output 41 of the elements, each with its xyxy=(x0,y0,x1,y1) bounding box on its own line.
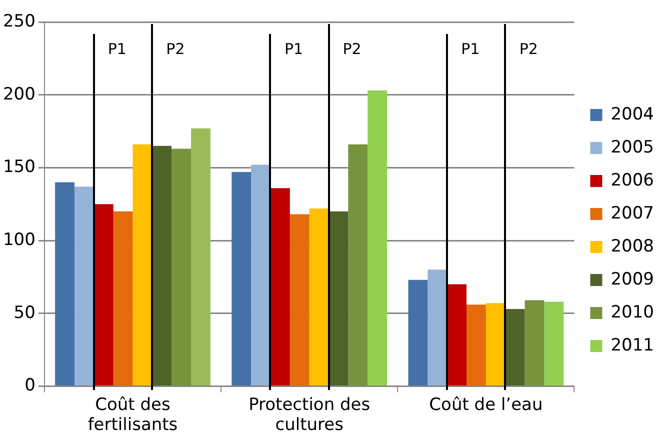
annotation: P1 xyxy=(284,40,304,58)
legend-label: 2011 xyxy=(610,335,654,356)
y-tick-label: 250 xyxy=(2,11,36,32)
legend-label: 2008 xyxy=(610,236,654,256)
bar xyxy=(270,188,290,386)
bar xyxy=(524,300,544,386)
legend-label: 2005 xyxy=(610,137,654,158)
legend-label: 2006 xyxy=(610,170,654,190)
bar xyxy=(55,182,74,386)
bar xyxy=(408,280,428,386)
legend-label: 2004 xyxy=(610,104,654,124)
x-tick-label: Protection des cultures xyxy=(248,394,370,436)
y-tick-label: 50 xyxy=(14,302,36,323)
bar xyxy=(505,308,525,386)
x-tick-label: Coût des fertilisants xyxy=(88,394,178,436)
annotation: P2 xyxy=(519,40,538,58)
bar xyxy=(486,303,506,386)
legend-label: 2009 xyxy=(610,269,654,290)
bar xyxy=(251,164,270,386)
bar xyxy=(368,90,388,386)
bar xyxy=(447,284,467,386)
bar xyxy=(113,211,133,386)
legend-label: 2007 xyxy=(610,203,654,224)
y-tick-label: 100 xyxy=(2,230,36,250)
bar xyxy=(348,144,368,386)
bar xyxy=(191,128,210,386)
bar xyxy=(232,172,252,386)
legend-label: 2010 xyxy=(610,302,654,322)
annotation: P2 xyxy=(342,40,362,58)
bar xyxy=(428,270,448,386)
x-tick-label: Coût de l’eau xyxy=(429,394,543,415)
y-tick-label: 150 xyxy=(2,157,36,178)
annotation: P1 xyxy=(108,40,126,58)
bar xyxy=(544,302,564,386)
annotation: P2 xyxy=(166,40,185,58)
bar xyxy=(466,304,486,386)
bar xyxy=(290,214,310,386)
y-tick-label: 200 xyxy=(2,84,36,104)
bar xyxy=(172,148,192,386)
annotation: P1 xyxy=(461,40,480,58)
y-tick-label: 0 xyxy=(24,376,36,396)
